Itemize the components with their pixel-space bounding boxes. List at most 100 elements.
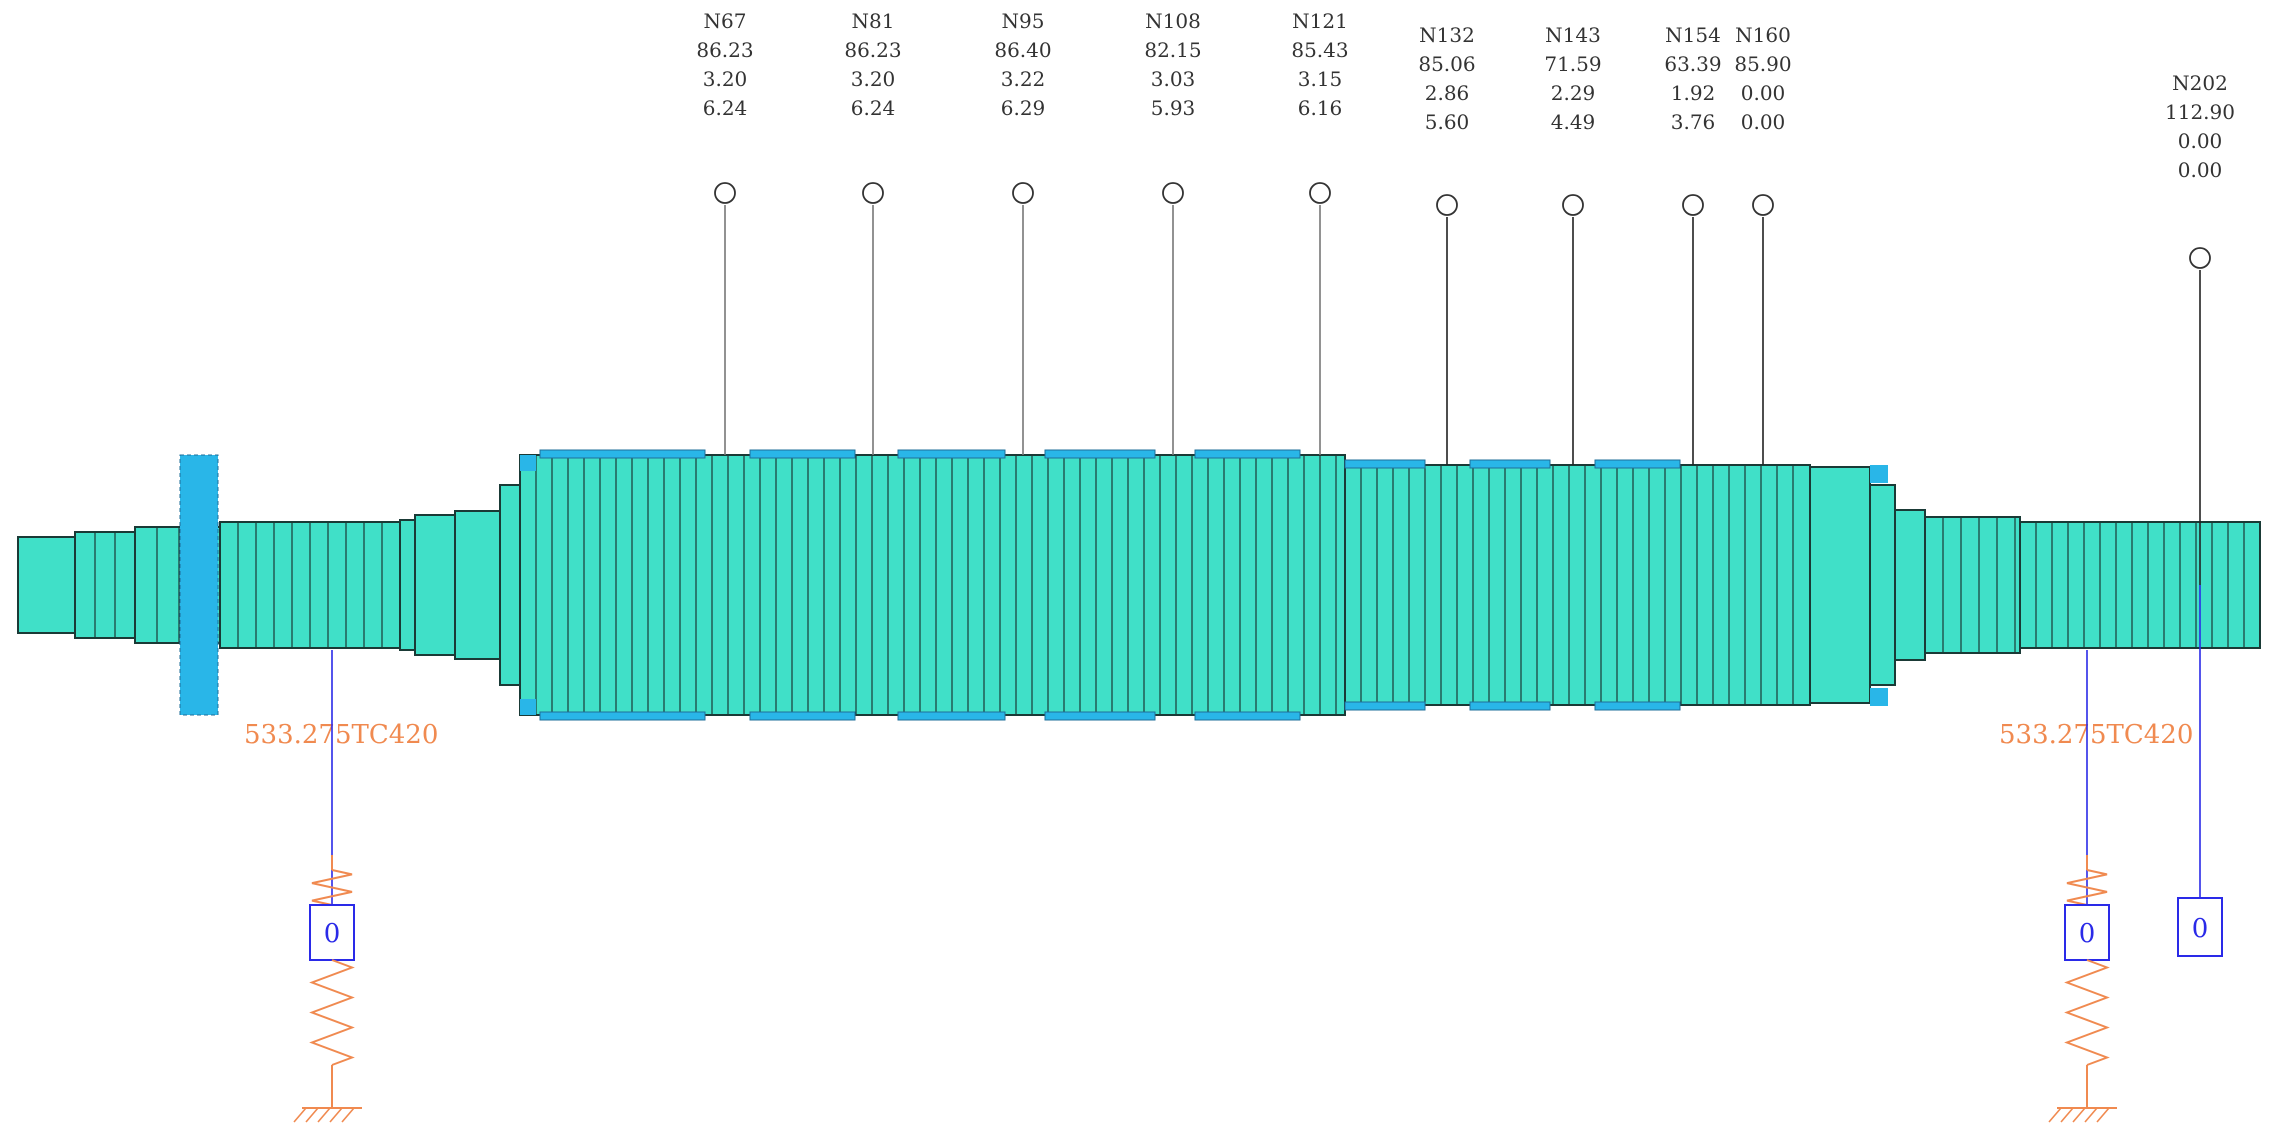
spring-lower [2064,959,2110,1066]
probe-node-value: 0.00 [1741,110,1786,134]
probe-marker [1562,194,1584,216]
end-cap [1870,688,1888,706]
probe-node-id: N95 [1002,9,1045,33]
spring-upper [311,869,353,906]
ground-hatch [2084,1107,2098,1123]
probe-node-id: N154 [1665,23,1721,47]
probe-marker [2189,247,2211,269]
ground-hatch [317,1107,331,1123]
shaft-segment [1924,516,2021,654]
sleeve-top [539,449,706,459]
probe-node-value: 5.93 [1151,96,1196,120]
shaft-segment [399,519,416,651]
sleeve-top [1044,449,1156,459]
probe-node-value: 5.60 [1425,110,1470,134]
shaft-segment [1809,466,1871,704]
ground-hatch [305,1107,319,1123]
shaft-segment [2019,521,2261,649]
probe-node-id: N67 [704,9,747,33]
sleeve-bottom [749,711,856,721]
support-box [2064,904,2110,961]
probe-node-id: N108 [1145,9,1201,33]
probe-node-value: 85.90 [1734,52,1791,76]
ground-hatch [2096,1107,2110,1123]
spring-upper [2066,869,2108,906]
sleeve-top [1194,449,1301,459]
shaft-segment [499,484,521,686]
probe-marker [1682,194,1704,216]
probe-node-value: 3.20 [703,67,748,91]
sleeve-bottom [1344,701,1426,711]
ground-hatch [341,1107,355,1123]
probe-node-value: 85.06 [1418,52,1475,76]
ground-hatch [2060,1107,2074,1123]
shaft-segment [519,454,1346,716]
ground-hatch [2048,1107,2062,1123]
shaft-segment [454,510,501,660]
sleeve-bottom [897,711,1006,721]
support-value: 0 [2079,919,2096,949]
probe-node-value: 86.23 [844,38,901,62]
probe-node-value: 3.03 [1151,67,1196,91]
probe-node-value: 3.15 [1298,67,1343,91]
probe-node-value: 3.76 [1671,110,1716,134]
shaft-segment [1894,509,1926,661]
sleeve-top [897,449,1006,459]
shaft-segment [1344,464,1811,706]
support-value: 0 [324,919,341,949]
probe-marker [862,182,884,204]
probe-node-value: 2.29 [1551,81,1596,105]
probe-marker [1162,182,1184,204]
probe-marker [1752,194,1774,216]
sleeve-top [1344,459,1426,469]
probe-node-id: N132 [1419,23,1475,47]
probe-node-id: N143 [1545,23,1601,47]
probe-node-value: 3.20 [851,67,896,91]
sleeve-top [1594,459,1681,469]
support-box [309,904,355,961]
probe-node-value: 3.22 [1001,67,1046,91]
rotor-shaft [17,449,2261,721]
support-value: 0 [2192,914,2209,944]
probe-node-value: 86.23 [696,38,753,62]
probe-node-id: N160 [1735,23,1791,47]
probe-marker [1436,194,1458,216]
ground-hatch [293,1107,307,1123]
probe-node-value: 4.49 [1551,110,1596,134]
shaft-segment [1869,484,1896,686]
probe-node-value: 82.15 [1144,38,1201,62]
ground-hatch [2072,1107,2086,1123]
support-box [2177,897,2223,957]
ground-hatch [329,1107,343,1123]
probe-marker [1309,182,1331,204]
probe-node-value: 6.24 [703,96,748,120]
probe-node-value: 0.00 [2178,129,2223,153]
bearing-label: 533.275TC420 [1999,720,2193,750]
coupling-disc [179,454,219,716]
probe-node-value: 85.43 [1291,38,1348,62]
sleeve-bottom [1194,711,1301,721]
measurement-probes: N67 86.23 3.20 6.24 N81 86.23 3.20 6.24 N95 86.40… [696,9,2235,585]
probe-marker [1012,182,1034,204]
probe-node-value: 2.86 [1425,81,1470,105]
end-cap [520,455,536,471]
probe-node-value: 0.00 [1741,81,1786,105]
probe-node-value: 1.92 [1671,81,1716,105]
sleeve-bottom [1044,711,1156,721]
probe-node-value: 6.29 [1001,96,1046,120]
probe-marker [714,182,736,204]
probe-node-id: N121 [1292,9,1348,33]
sleeve-bottom [539,711,706,721]
probe-node-id: N81 [852,9,895,33]
shaft-segment [74,531,136,639]
probe-node-value: 6.24 [851,96,896,120]
shaft-segment [17,536,76,634]
end-cap [1870,465,1888,483]
probe-node-value: 0.00 [2178,158,2223,182]
probe-node-value: 86.40 [994,38,1051,62]
sleeve-top [1469,459,1551,469]
probe-node-value: 71.59 [1544,52,1601,76]
probe-node-value: 112.90 [2165,100,2235,124]
probe-node-value: 63.39 [1664,52,1721,76]
